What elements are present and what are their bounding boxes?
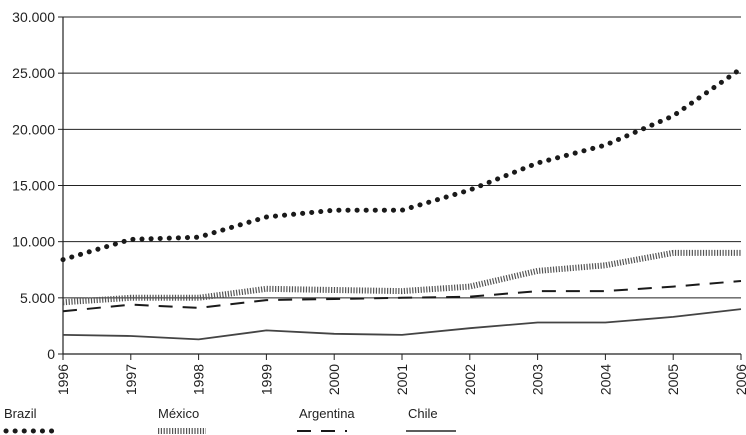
y-tick-label: 10.000	[12, 234, 55, 250]
y-tick-label: 20.000	[12, 121, 55, 137]
y-tick-label: 30.000	[12, 9, 55, 25]
x-tick-label: 1999	[258, 364, 274, 395]
legend-label: México	[158, 406, 199, 421]
series-line-brazil	[60, 66, 744, 263]
y-tick-label: 25.000	[12, 65, 55, 81]
y-tick-label: 15.000	[12, 178, 55, 194]
legend-label: Chile	[408, 406, 438, 421]
x-tick-label: 2002	[462, 364, 478, 395]
x-tick-label: 2006	[733, 364, 746, 395]
x-tick-label: 1997	[123, 364, 139, 395]
x-tick-label: 2004	[597, 364, 613, 395]
legend-label: Argentina	[299, 406, 355, 421]
x-axis-ticks: 1996 1997 1998 1999 2000 2001 2002 2003 2004 2005…	[55, 354, 746, 395]
x-tick-label: 2001	[394, 364, 410, 395]
legend-label: Brazil	[4, 406, 37, 421]
y-tick-label: 0	[47, 346, 55, 362]
grid-lines	[63, 16, 741, 299]
y-axis-ticks: 0 5.000 10.000 15.000 20.000 25.000 30.000	[12, 9, 63, 362]
x-tick-label: 1996	[55, 364, 71, 395]
series-line-mxico	[62, 249, 741, 306]
x-tick-label: 1998	[191, 364, 207, 395]
series-line-chile	[62, 308, 742, 341]
legend: Brazil México Argentina Chile	[3, 406, 456, 434]
series-lines	[60, 66, 744, 341]
series-line-argentina	[62, 280, 742, 313]
x-tick-label: 2000	[326, 364, 342, 395]
x-tick-label: 2005	[665, 364, 681, 395]
x-tick-label: 2003	[530, 364, 546, 395]
y-tick-label: 5.000	[20, 290, 55, 306]
